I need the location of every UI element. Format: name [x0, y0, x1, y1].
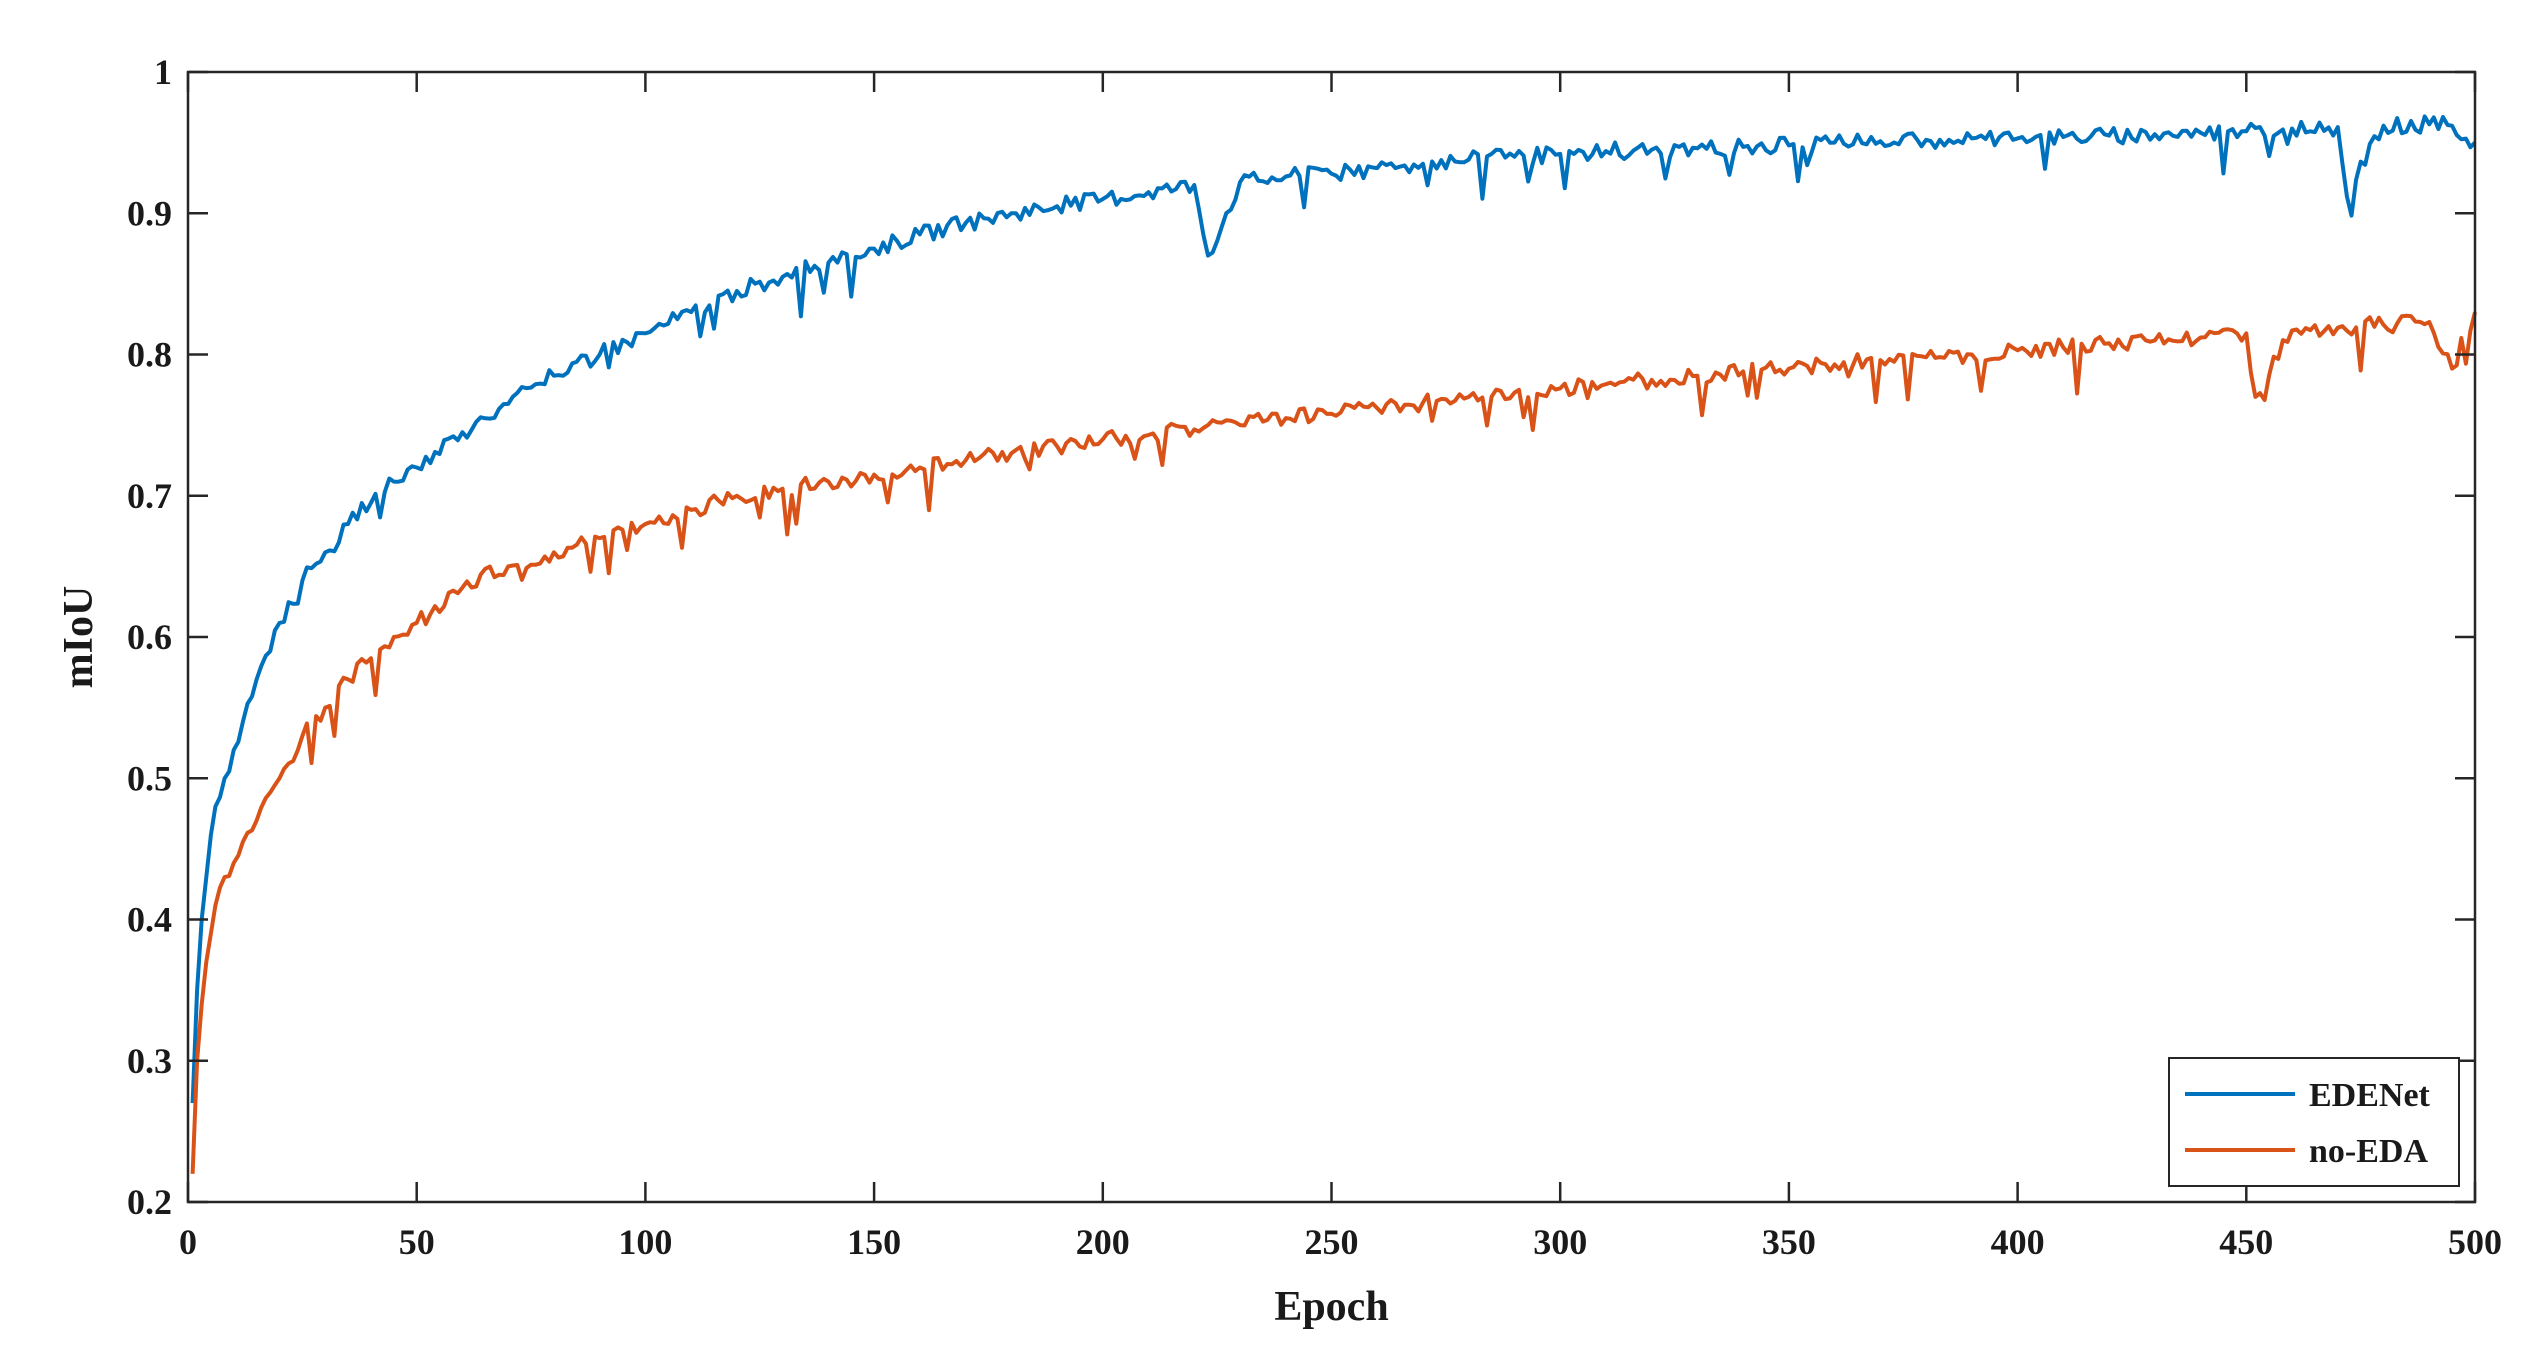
legend-box — [2168, 1057, 2460, 1187]
y-tick-label: 1 — [154, 52, 172, 92]
y-tick-label: 0.2 — [127, 1182, 172, 1222]
y-tick-label: 0.7 — [127, 476, 172, 516]
x-tick-label: 150 — [847, 1222, 901, 1262]
x-tick-label: 400 — [1991, 1222, 2045, 1262]
series-line-no-eda — [190, 311, 2477, 1174]
x-tick-label: 500 — [2448, 1222, 2502, 1262]
y-tick-label: 0.3 — [127, 1041, 172, 1081]
x-tick-label: 350 — [1762, 1222, 1816, 1262]
x-tick-label: 200 — [1076, 1222, 1130, 1262]
x-tick-label: 100 — [618, 1222, 672, 1262]
x-tick-label: 450 — [2219, 1222, 2273, 1262]
x-tick-label: 250 — [1305, 1222, 1359, 1262]
x-tick-label: 300 — [1533, 1222, 1587, 1262]
y-tick-label: 0.5 — [127, 758, 172, 798]
y-tick-label: 0.4 — [127, 900, 172, 940]
x-axis-title: Epoch — [1274, 1284, 1388, 1330]
y-tick-label: 0.9 — [127, 193, 172, 233]
legend-label: no-EDA — [2309, 1133, 2428, 1170]
x-tick-label: 50 — [399, 1222, 435, 1262]
plot-area — [190, 114, 2477, 1174]
y-tick-label: 0.8 — [127, 335, 172, 375]
legend-label: EDENet — [2309, 1077, 2431, 1114]
axes: 0 50 100 150 200 250 300 350 400 450 500 0.2 0.3 0.4 0… — [56, 52, 2502, 1330]
y-axis-title: mIoU — [56, 586, 102, 689]
series-line-edenet — [190, 114, 2477, 1104]
y-tick-label: 0.6 — [127, 617, 172, 657]
x-tick-label: 0 — [179, 1222, 197, 1262]
legend: EDENet no-EDA — [2168, 1057, 2460, 1187]
